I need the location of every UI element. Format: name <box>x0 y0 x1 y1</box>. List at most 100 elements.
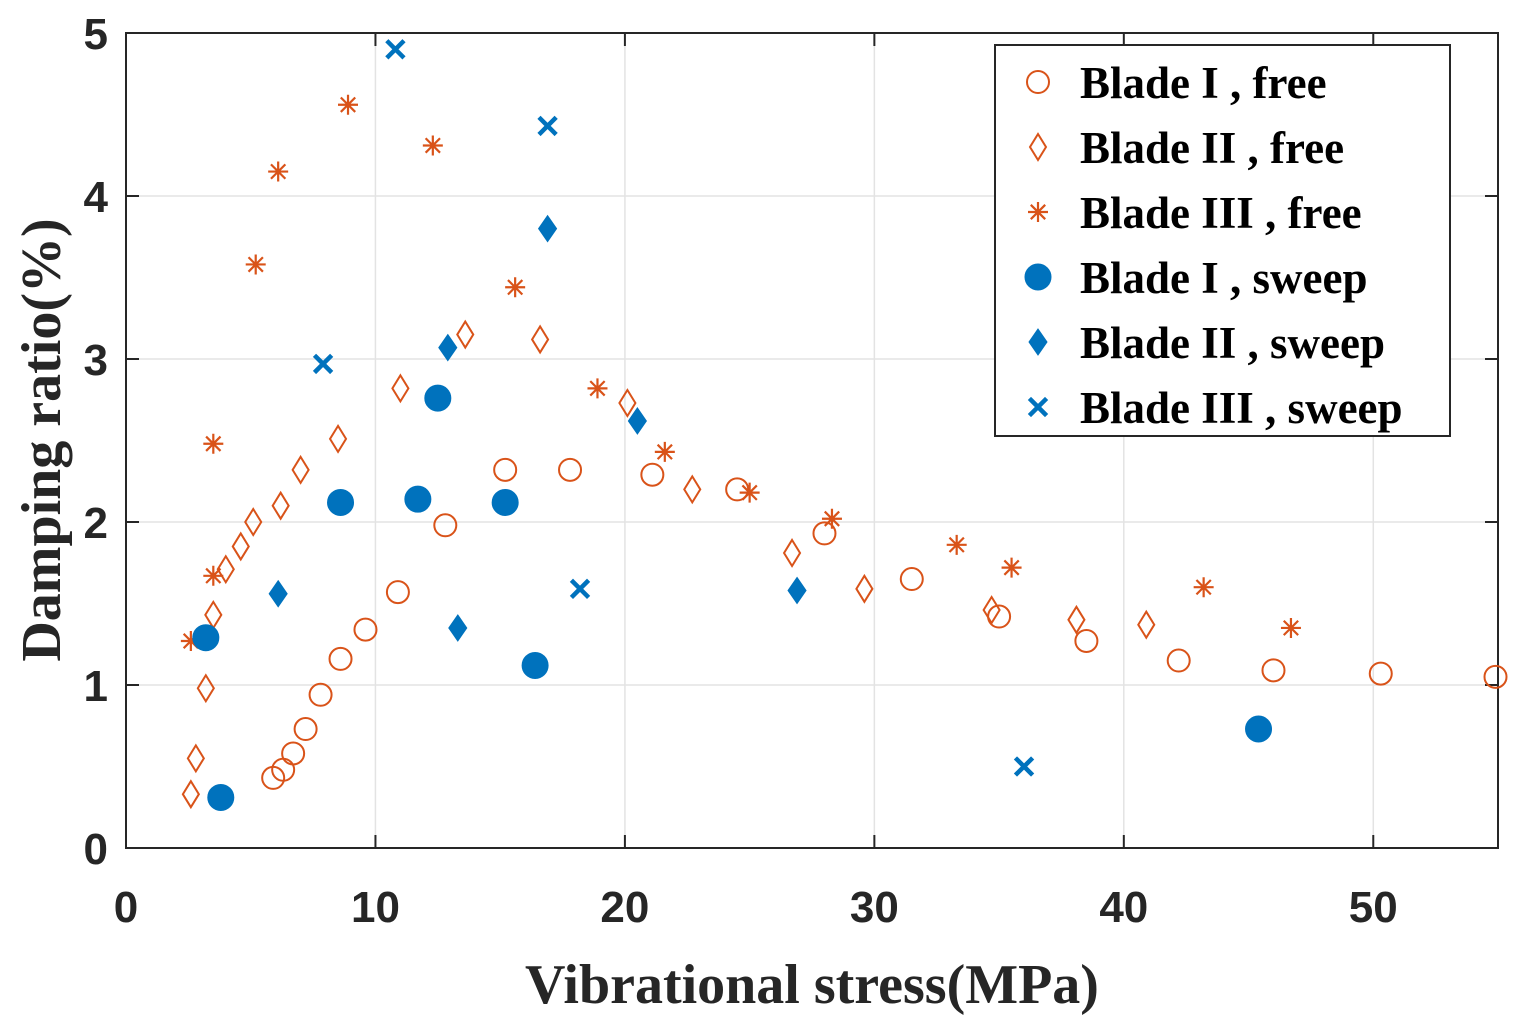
data-point <box>245 254 266 275</box>
legend: Blade I , free Blade II , free Blade III ,… <box>994 44 1451 437</box>
series-blade-i-sweep <box>192 384 1273 811</box>
legend-entry: Blade III , sweep <box>1080 383 1403 433</box>
legend-marker <box>1026 70 1050 94</box>
data-point <box>433 513 458 538</box>
data-point <box>1001 557 1022 578</box>
data-point <box>537 115 558 137</box>
data-point <box>268 161 289 182</box>
y-tick-label: 4 <box>84 173 109 222</box>
data-point <box>327 488 355 516</box>
data-point <box>438 333 458 362</box>
legend-entry: Blade I , sweep <box>1080 253 1368 303</box>
series-blade-iii-sweep <box>312 39 1035 777</box>
x-tick-labels: 0 10 20 30 40 50 <box>114 883 1398 932</box>
data-point <box>946 534 967 555</box>
data-point <box>180 630 201 651</box>
y-tick-labels: 0 1 2 3 4 5 <box>84 10 109 874</box>
data-point <box>1261 658 1286 683</box>
data-point <box>627 407 647 435</box>
data-point <box>640 462 665 487</box>
y-tick-label: 2 <box>84 499 108 548</box>
y-axis-title: Damping ratio(%) <box>11 218 73 661</box>
data-point <box>618 388 637 418</box>
data-point <box>725 477 750 502</box>
data-point <box>328 423 348 454</box>
data-point <box>1368 661 1393 686</box>
data-point <box>281 741 306 766</box>
data-point <box>216 554 235 585</box>
legend-marker <box>1028 202 1048 222</box>
data-markers <box>180 39 1508 811</box>
data-point <box>231 531 250 562</box>
data-point <box>192 624 220 652</box>
data-point <box>587 378 608 399</box>
series-blade-iii-free <box>180 94 1301 651</box>
x-tick-label: 20 <box>600 883 649 932</box>
data-point <box>855 573 874 604</box>
data-point <box>1245 715 1273 743</box>
y-tick-label: 1 <box>84 662 108 711</box>
data-point <box>203 433 224 454</box>
data-point <box>1193 577 1214 598</box>
data-point <box>1280 617 1301 638</box>
data-point <box>244 507 263 537</box>
data-point <box>186 743 206 774</box>
data-point <box>569 578 591 600</box>
legend-entry: Blade II , sweep <box>1080 318 1385 368</box>
series-blade-i-free <box>261 457 1508 790</box>
data-point <box>521 651 549 679</box>
data-point <box>268 579 288 608</box>
data-point <box>448 614 468 642</box>
data-point <box>456 319 475 350</box>
data-point <box>271 490 290 521</box>
data-point <box>391 373 410 404</box>
y-tick-label: 3 <box>84 336 108 385</box>
legend-entry: Blade II , free <box>1080 123 1344 173</box>
y-tick-label: 0 <box>84 825 108 874</box>
data-point <box>739 482 760 503</box>
data-point <box>982 595 1001 625</box>
data-point <box>422 135 443 156</box>
data-point <box>328 646 353 671</box>
data-point <box>1483 664 1508 689</box>
data-point <box>899 567 924 592</box>
data-point <box>683 474 702 505</box>
x-tick-label: 0 <box>114 883 138 932</box>
x-tick-label: 40 <box>1099 883 1148 932</box>
x-axis-title: Vibrational stress(MPa) <box>525 954 1099 1016</box>
data-point <box>787 576 807 605</box>
data-point <box>293 717 318 742</box>
data-point <box>782 538 802 568</box>
data-point <box>424 384 452 412</box>
legend-box <box>994 44 1451 437</box>
data-point <box>385 39 406 60</box>
data-point <box>291 454 310 485</box>
data-point <box>1074 628 1099 653</box>
data-point <box>308 682 333 707</box>
data-point <box>203 565 224 586</box>
legend-marker <box>1028 132 1048 162</box>
x-tick-label: 10 <box>351 883 400 932</box>
legend-entry: Blade III , free <box>1080 188 1362 238</box>
axis-ticks <box>125 32 1498 849</box>
data-point <box>654 441 675 462</box>
data-point <box>196 673 215 704</box>
data-point <box>537 214 558 243</box>
data-point <box>385 580 410 605</box>
data-point <box>338 94 359 115</box>
x-tick-label: 50 <box>1349 883 1398 932</box>
data-point <box>1067 604 1086 635</box>
plot-frame <box>125 32 1499 849</box>
legend-marker <box>1028 328 1048 356</box>
data-point <box>312 353 334 375</box>
data-point <box>1137 609 1156 640</box>
data-point <box>404 485 432 513</box>
legend-entry: Blade I , free <box>1080 58 1327 108</box>
data-point <box>353 617 378 642</box>
x-tick-label: 30 <box>850 883 899 932</box>
data-point <box>821 508 842 529</box>
data-point <box>530 324 550 355</box>
data-point <box>181 779 201 810</box>
data-point <box>493 457 518 482</box>
